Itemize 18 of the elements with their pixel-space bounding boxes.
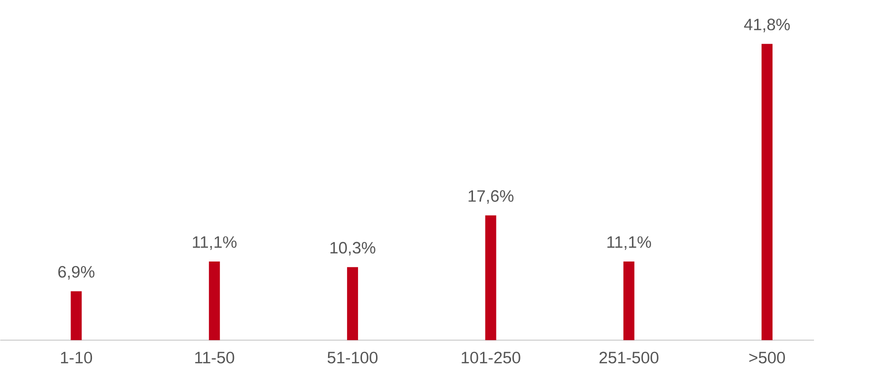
data-label: 6,9%: [58, 266, 94, 280]
data-label: 17,6%: [468, 190, 514, 204]
data-label: 41,8%: [744, 18, 790, 32]
x-tick-label: 251-500: [600, 352, 658, 364]
bar: [762, 44, 773, 340]
x-tick-label: 51-100: [328, 352, 378, 364]
x-tick-label: 11-50: [195, 352, 234, 364]
bar: [208, 261, 220, 340]
x-tick-label: 1-10: [61, 352, 92, 364]
bar: [70, 291, 82, 340]
bar: [347, 266, 358, 340]
x-tick-label: >500: [749, 352, 785, 364]
bar: [485, 215, 496, 340]
data-label: 11,1%: [607, 236, 652, 250]
data-label: 11,1%: [192, 236, 237, 250]
x-tick-label: 101-250: [462, 352, 520, 364]
data-label: 10,3%: [330, 242, 376, 256]
bar: [623, 261, 634, 340]
